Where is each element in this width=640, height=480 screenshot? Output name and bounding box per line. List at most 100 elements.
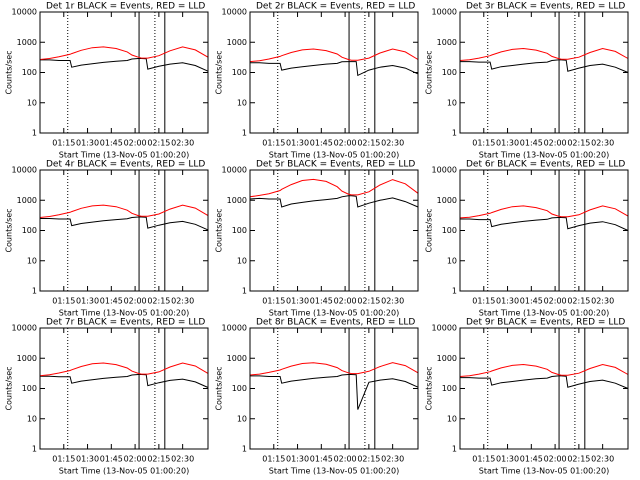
x-tick-label: 02:30 — [171, 139, 194, 148]
plot-frame — [249, 169, 419, 292]
y-axis-label: Counts/sec — [215, 50, 224, 94]
x-tick-label: 01:30 — [496, 297, 519, 306]
x-axis-label: Start Time (13-Nov-05 01:00:20) — [479, 467, 609, 476]
x-tick-label: 01:30 — [286, 139, 309, 148]
x-tick-label: 02:00 — [544, 297, 567, 306]
x-tick-label: 02:15 — [147, 139, 170, 148]
plot-frame — [39, 327, 209, 450]
x-tick-label: 02:15 — [357, 455, 380, 464]
x-tick-label: 02:30 — [171, 297, 194, 306]
chart-title: Det 5r BLACK = Events, RED = LLD — [256, 160, 415, 170]
x-tick-label: 01:30 — [286, 297, 309, 306]
x-tick-label: 01:15 — [52, 139, 75, 148]
y-tick-label: 1000 — [17, 38, 37, 47]
y-tick-label: 10 — [447, 256, 457, 265]
chart-title: Det 1r BLACK = Events, RED = LLD — [46, 2, 205, 12]
x-tick-label: 01:15 — [262, 297, 285, 306]
x-tick-label: 01:45 — [100, 139, 123, 148]
data-line — [40, 58, 209, 72]
x-tick-label: 02:00 — [544, 139, 567, 148]
y-tick-label: 100 — [442, 226, 457, 235]
data-line — [459, 363, 629, 377]
y-tick-label: 100 — [22, 384, 37, 393]
x-tick-label: 02:00 — [544, 455, 567, 464]
x-tick-label: 02:15 — [357, 139, 380, 148]
y-tick-label: 1 — [32, 129, 37, 138]
x-axis-label: Start Time (13-Nov-05 01:00:20) — [59, 151, 189, 160]
data-line — [249, 195, 419, 208]
x-tick-label: 01:15 — [262, 139, 285, 148]
data-line — [459, 47, 629, 61]
x-tick-label: 01:15 — [472, 297, 495, 306]
plot-frame — [249, 11, 419, 134]
data-line — [40, 216, 209, 231]
y-tick-label: 10 — [237, 256, 247, 265]
x-tick-label: 02:15 — [147, 297, 170, 306]
x-tick-label: 01:30 — [76, 297, 99, 306]
x-tick-label: 02:30 — [381, 297, 404, 306]
y-axis-label: Counts/sec — [5, 208, 14, 252]
y-tick-label: 1 — [452, 287, 457, 296]
y-tick-label: 10000 — [12, 166, 37, 175]
x-axis-label: Start Time (13-Nov-05 01:00:20) — [479, 151, 609, 160]
x-tick-label: 01:15 — [52, 297, 75, 306]
data-line — [250, 61, 419, 77]
y-tick-label: 10 — [447, 98, 457, 107]
y-tick-label: 10 — [237, 98, 247, 107]
y-tick-label: 1000 — [17, 354, 37, 363]
chart-title: Det 4r BLACK = Events, RED = LLD — [46, 160, 205, 170]
x-axis-label: Start Time (13-Nov-05 01:00:20) — [59, 467, 189, 476]
y-tick-label: 10000 — [432, 166, 457, 175]
x-tick-label: 01:30 — [286, 455, 309, 464]
x-tick-label: 01:30 — [76, 139, 99, 148]
y-tick-label: 10 — [27, 256, 37, 265]
y-tick-label: 10 — [27, 98, 37, 107]
y-tick-label: 10000 — [12, 8, 37, 17]
x-tick-label: 01:45 — [310, 297, 333, 306]
x-axis-label: Start Time (13-Nov-05 01:00:20) — [479, 309, 609, 318]
x-tick-label: 02:15 — [567, 455, 590, 464]
x-tick-label: 02:30 — [381, 139, 404, 148]
y-tick-label: 1 — [32, 287, 37, 296]
x-tick-label: 02:30 — [591, 455, 614, 464]
chart-title: Det 7r BLACK = Events, RED = LLD — [46, 318, 205, 328]
y-tick-label: 100 — [232, 384, 247, 393]
x-tick-label: 01:30 — [76, 455, 99, 464]
data-line — [39, 46, 209, 60]
y-axis-label: Counts/sec — [5, 366, 14, 410]
plot-frame — [459, 11, 629, 134]
y-tick-label: 10 — [447, 414, 457, 423]
chart-title: Det 2r BLACK = Events, RED = LLD — [256, 2, 415, 12]
data-line — [459, 205, 629, 219]
y-tick-label: 10000 — [432, 324, 457, 333]
x-tick-label: 01:45 — [520, 139, 543, 148]
y-tick-label: 1 — [242, 129, 247, 138]
y-tick-label: 100 — [442, 68, 457, 77]
x-tick-label: 02:15 — [567, 297, 590, 306]
data-line — [249, 178, 419, 198]
y-tick-label: 100 — [22, 68, 37, 77]
data-line — [40, 374, 209, 388]
x-tick-label: 02:30 — [171, 455, 194, 464]
chart-title: Det 9r BLACK = Events, RED = LLD — [466, 318, 625, 328]
x-tick-label: 02:00 — [124, 139, 147, 148]
x-tick-label: 02:00 — [334, 455, 357, 464]
y-tick-label: 1000 — [17, 196, 37, 205]
x-tick-label: 01:45 — [100, 297, 123, 306]
y-tick-label: 10000 — [222, 324, 247, 333]
plot-frame — [459, 169, 629, 292]
y-tick-label: 1000 — [227, 354, 247, 363]
x-tick-label: 01:45 — [100, 455, 123, 464]
data-line — [249, 362, 419, 376]
x-tick-label: 01:15 — [262, 455, 285, 464]
y-tick-label: 1 — [452, 129, 457, 138]
data-line — [460, 59, 629, 73]
x-axis-label: Start Time (13-Nov-05 01:00:20) — [269, 467, 399, 476]
data-line — [39, 362, 209, 377]
y-axis-label: Counts/sec — [215, 366, 224, 410]
y-tick-label: 10000 — [222, 8, 247, 17]
x-tick-label: 01:45 — [520, 455, 543, 464]
x-tick-label: 01:45 — [520, 297, 543, 306]
y-tick-label: 1 — [452, 445, 457, 454]
